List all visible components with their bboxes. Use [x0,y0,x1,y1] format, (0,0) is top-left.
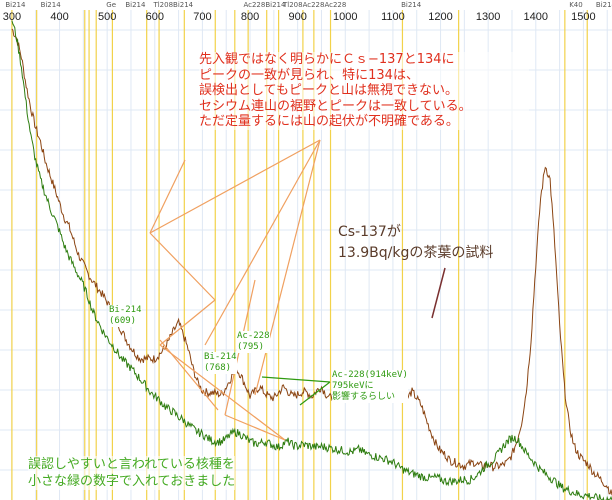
nuclide-top-label: Tl208Ac228Ac228 [282,1,346,9]
label-line: (609) [109,316,137,326]
bottom-note: 誤認しやすいと言われている核種を 小さな緑の数字で入れておきました [28,456,236,490]
nuclide-top-label: K40 [569,1,583,9]
nuclide-top-label: Ge [106,1,116,9]
x-tick-label: 500 [98,11,116,23]
x-tick-label: 1500 [571,11,595,23]
nuclide-top-label: Bi214 [5,1,26,9]
main-note-line: ただ定量するには山の起伏が不明確である。 [199,114,459,129]
bottom-note-line: 誤認しやすいと言われている核種を [28,457,235,472]
main-note-line: セシウム連山の裾野とピークは一致している。 [199,98,472,114]
label-line: Ac-228 [237,331,270,341]
nuclide-top-label: Bi214 [41,1,62,9]
main-note-line: 先入観ではなく明らかにＣｓ−137と134に [199,52,455,67]
main-note-line: 誤検出としてもピークと山は無視できない。 [199,83,458,98]
label-bi214-768: Bi-214 (768) [204,352,237,374]
main-note: 先入観ではなく明らかにＣｓ−137と134に ピークの一致が見られ、特に134は… [199,52,529,130]
label-line: (768) [204,363,232,373]
x-tick-label: 600 [146,11,164,23]
nuclide-top-label: Bi214 [125,1,146,9]
sample-note-line: Cs-137が [338,224,401,240]
nuclide-top-label: Ac228Bi214 [243,1,286,9]
x-tick-label: 1300 [476,11,500,23]
label-ac228-795: Ac-228 (795) [237,331,270,353]
sample-note: Cs-137が 13.9Bq/kgの茶葉の試料 [338,222,493,264]
label-bi214-609: Bi-214 (609) [109,305,142,327]
x-tick-label: 300 [3,11,21,23]
x-tick-label: 1100 [381,11,405,23]
nuclide-top-label: Bi214 [401,1,422,9]
label-line: 影響するらしい [332,392,396,402]
nuclide-top-label: Tl208Bi214 [152,1,193,9]
x-tick-label: 700 [193,11,211,23]
label-line: Bi-214 [204,352,237,362]
x-tick-label: 1200 [428,11,452,23]
label-line: 795keVに [332,381,374,391]
sample-note-line: 13.9Bq/kgの茶葉の試料 [338,245,494,261]
label-line: Ac-228(914keV) [332,370,408,380]
nuclide-top-label: Bi214 [596,1,612,9]
nuclide-top-labels: Bi214 Bi214 Ge Bi214 Tl208Bi214 Ac228Bi214Tl2… [5,1,612,9]
x-tick-label: 1000 [333,11,357,23]
bottom-note-line: 小さな緑の数字で入れておきました [28,474,236,489]
series-green-line [11,20,612,500]
x-tick-label: 400 [50,11,68,23]
label-line: Bi-214 [109,305,142,315]
x-tick-labels: 300 400 500 600 700 800 900 1000 1100 1200 1300 140… [3,11,596,23]
x-tick-label: 900 [288,11,306,23]
x-tick-label: 1400 [524,11,548,23]
label-ac228-914: Ac-228(914keV) 795keVに 影響するらしい [332,370,408,403]
main-note-line: ピークの一致が見られ、特に134は、 [199,67,419,83]
label-line: (795) [237,342,265,352]
x-tick-label: 800 [241,11,259,23]
